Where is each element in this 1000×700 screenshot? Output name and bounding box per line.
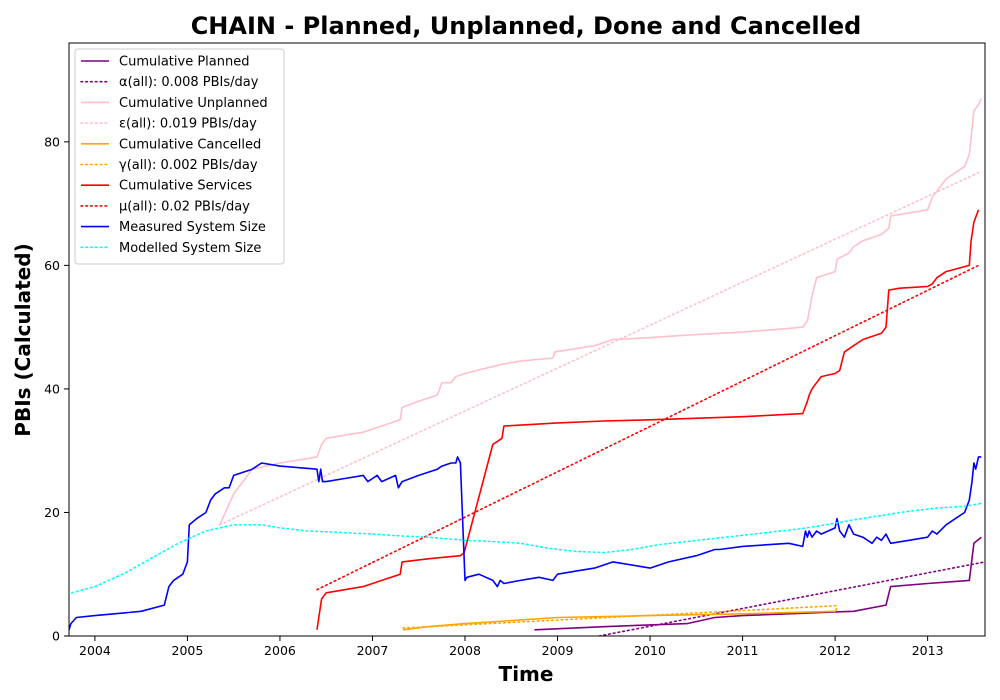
legend-label-0: Cumulative Planned (119, 55, 249, 70)
x-tick-label: 2010 (634, 643, 666, 658)
legend-label-4: Cumulative Cancelled (119, 137, 261, 152)
x-tick-label: 2008 (449, 643, 481, 658)
series-line-4 (402, 607, 838, 631)
series-group (69, 98, 985, 636)
legend-label-7: μ(all): 0.02 PBIs/day (119, 199, 250, 214)
legend-label-8: Measured System Size (119, 220, 266, 235)
x-tick-label: 2005 (172, 643, 204, 658)
y-tick-label: 40 (44, 381, 60, 396)
x-tick-label: 2011 (727, 643, 759, 658)
series-line-7 (316, 264, 980, 591)
x-tick-label: 2007 (357, 643, 389, 658)
x-tick-label: 2012 (819, 643, 851, 658)
series-line-1 (598, 561, 985, 636)
y-tick-label: 80 (44, 134, 60, 149)
y-axis-title: PBIs (Calculated) (11, 243, 35, 436)
y-tick-label: 20 (44, 505, 60, 520)
legend-label-9: Modelled System Size (119, 241, 261, 256)
series-line-6 (316, 209, 980, 630)
legend-label-3: ε(all): 0.019 PBIs/day (119, 117, 257, 132)
x-axis-title: Time (499, 662, 554, 686)
plot-area: 2004 2005 2006 2007 2008 2009 2010 2011 2012 2013… (44, 42, 986, 658)
series-line-9 (71, 502, 984, 594)
y-tick-label: 0 (52, 629, 60, 644)
series-line-3 (219, 171, 980, 526)
legend-label-5: γ(all): 0.002 PBIs/day (119, 158, 258, 173)
legend-label-1: α(all): 0.008 PBIs/day (119, 75, 259, 90)
series-line-8 (69, 456, 982, 631)
legend: Cumulative Planned α(all): 0.008 PBIs/day… (74, 48, 285, 265)
series-line-5 (402, 604, 838, 629)
x-tick-label: 2013 (912, 643, 944, 658)
x-tick-label: 2006 (264, 643, 296, 658)
legend-label-6: Cumulative Services (119, 179, 252, 194)
y-tick-label: 60 (44, 258, 60, 273)
chart-title: CHAIN - Planned, Unplanned, Done and Can… (191, 12, 862, 40)
legend-label-2: Cumulative Unplanned (119, 96, 268, 111)
legend-box (74, 48, 285, 265)
series-line-2 (219, 98, 983, 526)
x-tick-label: 2009 (542, 643, 574, 658)
axes-frame (68, 42, 986, 637)
x-tick-label: 2004 (79, 643, 111, 658)
